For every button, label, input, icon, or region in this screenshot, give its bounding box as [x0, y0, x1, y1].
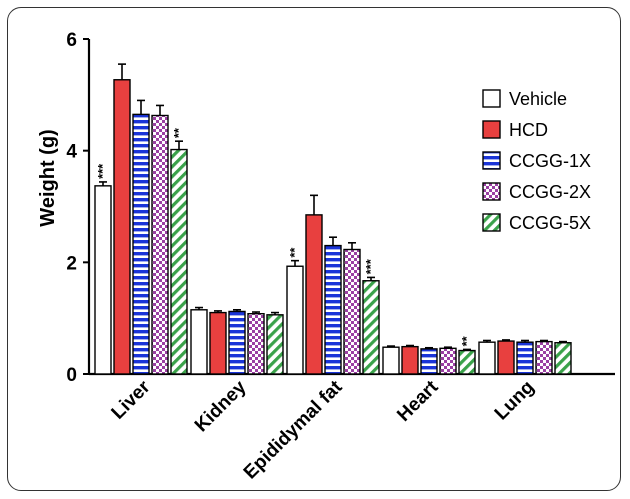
legend-swatch-vehicle	[482, 89, 501, 108]
legend-label-hcd: HCD	[509, 120, 548, 140]
bar-ccgg-2x-lung	[535, 340, 553, 375]
legend-label-ccgg-5x: CCGG-5X	[509, 213, 591, 233]
bar-ccgg-1x-epididymal-fat	[324, 244, 342, 375]
significance-label: **	[459, 335, 474, 346]
bar-ccgg-2x-liver	[151, 114, 169, 375]
bar-vehicle-heart	[382, 346, 400, 375]
bar-ccgg-1x-liver	[132, 113, 150, 375]
bar-ccgg-5x-kidney	[266, 314, 284, 375]
legend-label-vehicle: Vehicle	[509, 89, 567, 109]
y-tick-label: 2	[66, 253, 77, 274]
bar-ccgg-5x-epididymal-fat	[362, 280, 380, 375]
x-tick-label: Heart	[393, 376, 443, 426]
bar-hcd-heart	[401, 345, 419, 375]
bar-hcd-kidney	[209, 311, 227, 375]
y-tick-label: 0	[66, 365, 77, 386]
significance-label: ***	[363, 258, 378, 274]
legend: Vehicle HCD CCGG-1X CCGG-2X CCGG-5X	[482, 89, 591, 233]
bar-ccgg-1x-lung	[516, 341, 534, 375]
bar-vehicle-lung	[478, 341, 496, 375]
significance-label: **	[171, 127, 186, 138]
bar-ccgg-2x-kidney	[247, 313, 265, 375]
x-tick-label: Kidney	[191, 376, 251, 436]
legend-label-ccgg-2x: CCGG-2X	[509, 182, 591, 202]
bar-ccgg-1x-heart	[420, 348, 438, 375]
bar-ccgg-5x-lung	[554, 342, 572, 375]
bar-hcd-epididymal-fat	[305, 214, 323, 375]
bar-ccgg-1x-kidney	[228, 310, 246, 375]
bar-vehicle-kidney	[190, 309, 208, 375]
legend-swatch-hcd	[482, 120, 501, 139]
legend-swatch-ccgg-1x	[482, 151, 501, 170]
bar-hcd-liver	[113, 79, 131, 375]
significance-label: ***	[95, 163, 110, 179]
bar-ccgg-2x-heart	[439, 347, 457, 375]
bar-vehicle-liver	[94, 185, 112, 375]
x-tick-label: Epididymal fat	[240, 376, 347, 483]
bar-ccgg-5x-liver	[170, 148, 188, 375]
y-tick-label: 4	[66, 142, 77, 163]
legend-swatch-ccgg-5x	[482, 213, 501, 232]
x-tick-label: Liver	[108, 376, 155, 423]
y-axis-title: Weight (g)	[37, 129, 59, 226]
bar-ccgg-5x-heart	[458, 349, 476, 375]
legend-label-ccgg-1x: CCGG-1X	[509, 151, 591, 171]
legend-swatch-ccgg-2x	[482, 182, 501, 201]
bar-ccgg-2x-epididymal-fat	[343, 248, 361, 375]
bar-vehicle-epididymal-fat	[286, 265, 304, 375]
significance-label: **	[287, 247, 302, 258]
y-tick-label: 6	[66, 30, 77, 51]
x-tick-label: Lung	[491, 377, 539, 425]
bar-hcd-lung	[497, 340, 515, 375]
